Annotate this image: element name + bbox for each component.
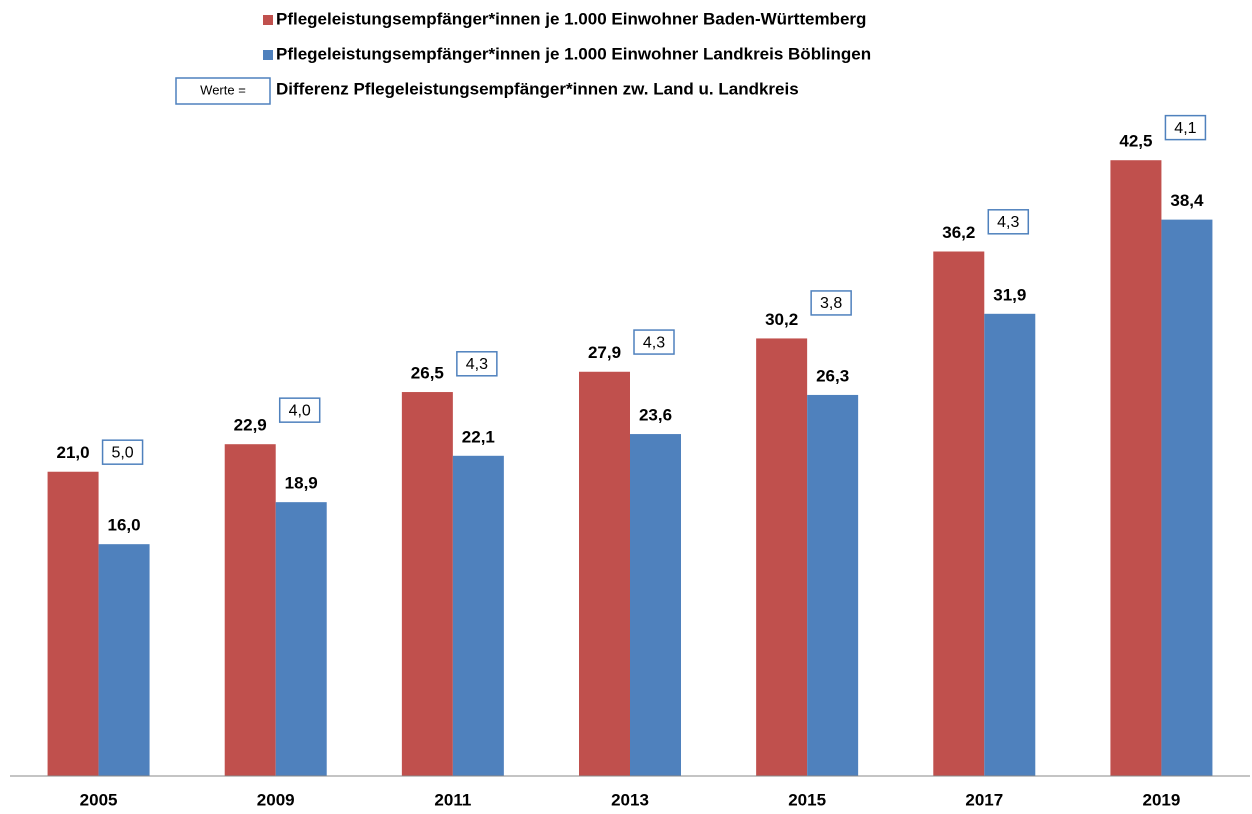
data-label: 18,9 xyxy=(285,474,318,493)
bar xyxy=(452,455,504,776)
bar xyxy=(933,251,985,777)
x-tick-label: 2005 xyxy=(80,790,118,809)
difference-label: 4,3 xyxy=(643,334,665,351)
difference-label: 4,3 xyxy=(466,356,488,373)
data-label: 22,1 xyxy=(462,427,495,446)
bar xyxy=(224,444,276,776)
x-tick-label: 2011 xyxy=(434,790,471,809)
bar xyxy=(807,394,859,776)
x-tick-label: 2019 xyxy=(1143,790,1181,809)
legend-swatch xyxy=(263,15,273,25)
data-label: 27,9 xyxy=(588,343,621,362)
difference-label: 4,1 xyxy=(1174,120,1196,137)
data-label: 26,5 xyxy=(411,364,444,383)
difference-box xyxy=(101,439,144,465)
bar xyxy=(1110,160,1162,776)
x-tick-label: 2015 xyxy=(788,790,826,809)
data-label: 22,9 xyxy=(234,416,267,435)
data-label: 31,9 xyxy=(993,285,1026,304)
difference-box xyxy=(456,351,498,377)
difference-label: 5,0 xyxy=(111,444,133,461)
legend-swatch xyxy=(263,50,273,60)
difference-label: 3,8 xyxy=(820,295,842,312)
data-label: 36,2 xyxy=(942,223,975,242)
x-tick-label: 2013 xyxy=(611,790,649,809)
bar xyxy=(275,502,327,776)
legend-label: Differenz Pflegeleistungsempfänger*innen… xyxy=(276,79,799,98)
bar xyxy=(401,392,453,776)
data-label: 21,0 xyxy=(57,443,90,462)
bar xyxy=(984,313,1036,776)
bar xyxy=(756,338,808,776)
x-tick-label: 2009 xyxy=(257,790,295,809)
data-label: 38,4 xyxy=(1170,191,1204,210)
bar xyxy=(1161,219,1213,777)
data-label: 26,3 xyxy=(816,366,849,385)
legend-label: Pflegeleistungsempfänger*innen je 1.000 … xyxy=(276,9,866,28)
data-label: 16,0 xyxy=(108,516,141,535)
difference-box xyxy=(810,290,852,316)
data-label: 23,6 xyxy=(639,406,672,425)
bar xyxy=(579,371,630,776)
difference-box xyxy=(987,209,1030,235)
legend-label: Pflegeleistungsempfänger*innen je 1.000 … xyxy=(276,44,871,63)
difference-box xyxy=(1164,114,1207,141)
legend-box xyxy=(175,77,271,105)
difference-label: 4,3 xyxy=(997,214,1019,231)
difference-box xyxy=(278,397,321,423)
data-label: 42,5 xyxy=(1119,132,1152,151)
x-tick-label: 2017 xyxy=(965,790,1003,809)
data-label: 30,2 xyxy=(765,310,798,329)
difference-box xyxy=(633,329,675,355)
bar xyxy=(98,544,150,776)
bar xyxy=(47,471,99,776)
bar xyxy=(630,434,681,776)
difference-label: 4,0 xyxy=(289,402,311,419)
legend-box-label: Werte = xyxy=(200,82,246,97)
